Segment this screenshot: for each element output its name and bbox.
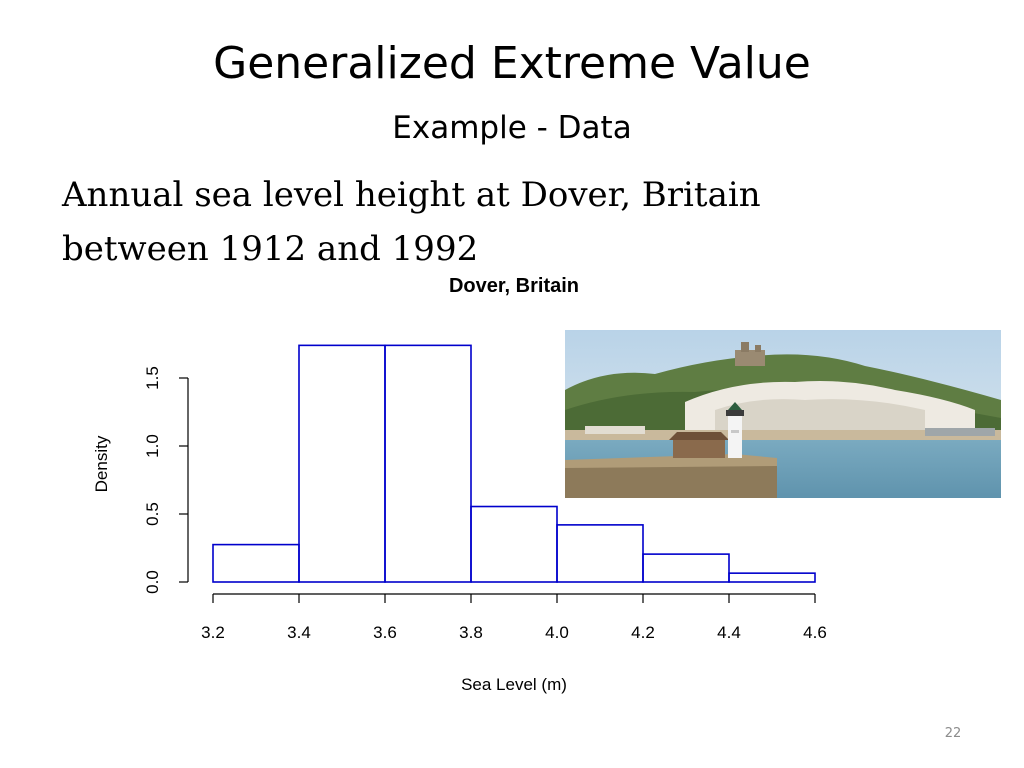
page-number: 22 xyxy=(944,726,962,741)
histogram-bar xyxy=(642,553,730,583)
histogram-bar xyxy=(470,505,558,583)
x-tick-label: 4.2 xyxy=(631,623,655,642)
x-tick-label: 4.4 xyxy=(717,623,741,642)
x-tick-label: 3.2 xyxy=(201,623,225,642)
x-tick-label: 3.4 xyxy=(287,623,311,642)
body-line-2: between 1912 and 1992 xyxy=(62,229,479,269)
x-axis: 3.2 3.4 3.6 3.8 4.0 4.2 4.4 4.6 xyxy=(201,593,827,642)
slide-subtitle: Example - Data xyxy=(392,110,632,146)
y-tick-label: 0.0 xyxy=(143,570,162,594)
chart-title: Dover, Britain xyxy=(449,275,579,297)
x-tick-label: 3.8 xyxy=(459,623,483,642)
histogram-bar xyxy=(212,543,300,583)
y-axis-label: Density xyxy=(92,435,111,492)
histogram-bar xyxy=(384,344,472,583)
dover-photo-illustration xyxy=(565,330,1001,498)
x-tick-label: 4.6 xyxy=(803,623,827,642)
slide-title: Generalized Extreme Value xyxy=(213,38,811,89)
slide-body: Annual sea level height at Dover, Britai… xyxy=(62,168,882,276)
y-tick-label: 0.5 xyxy=(143,502,162,526)
y-tick-label: 1.0 xyxy=(143,434,162,458)
histogram-bar xyxy=(298,344,386,583)
y-axis: 0.0 0.5 1.0 1.5 xyxy=(143,366,189,594)
y-tick-label: 1.5 xyxy=(143,366,162,390)
histogram-bar xyxy=(728,572,816,583)
x-tick-label: 4.0 xyxy=(545,623,569,642)
dover-photo xyxy=(565,330,1001,498)
x-tick-label: 3.6 xyxy=(373,623,397,642)
x-axis-label: Sea Level (m) xyxy=(461,675,567,694)
body-line-1: Annual sea level height at Dover, Britai… xyxy=(62,175,761,215)
histogram-bars xyxy=(212,344,816,583)
histogram-bar xyxy=(556,524,644,583)
